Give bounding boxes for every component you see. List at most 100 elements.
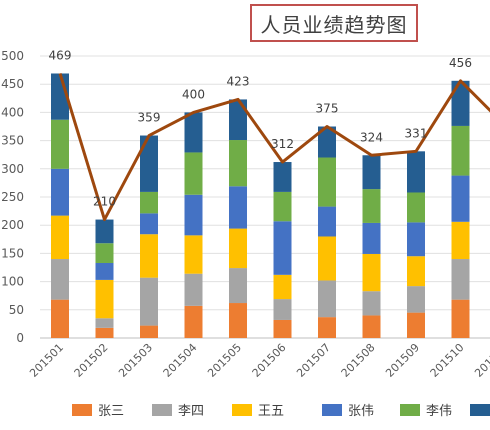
bar-segment	[140, 135, 158, 192]
bar-segment	[407, 312, 425, 338]
bar-segment	[140, 213, 158, 235]
bar-segment	[362, 222, 381, 254]
bar-segment	[95, 279, 114, 319]
y-tick-label: 150	[1, 246, 24, 260]
bar-segment	[95, 262, 114, 280]
data-label: 359	[138, 111, 161, 125]
bar-segment	[184, 152, 203, 195]
data-label: 469	[49, 48, 72, 62]
x-tick-label: 201507	[294, 341, 333, 380]
bar-segment	[273, 221, 292, 275]
bar-segment	[451, 299, 470, 338]
bar-segment	[407, 286, 425, 313]
bar-segment	[451, 259, 470, 300]
legend-swatch	[232, 404, 252, 416]
x-tick-label: 201506	[250, 341, 289, 380]
bar-segment	[51, 299, 69, 338]
bar-segment	[273, 191, 292, 222]
bar-segment	[273, 299, 292, 320]
y-tick-label: 250	[1, 190, 24, 204]
bar-segment	[318, 206, 336, 237]
legend-swatch	[72, 404, 92, 416]
data-label: 375	[316, 102, 339, 116]
bar-segment	[407, 222, 425, 257]
bar-segment	[318, 126, 336, 158]
legend-label: 张三	[98, 404, 124, 419]
bar-segment	[95, 327, 114, 338]
bar-segment	[229, 303, 247, 338]
legend-label: 张伟	[348, 404, 374, 419]
bar-segment	[184, 273, 203, 306]
bar-segment	[273, 319, 292, 338]
bar-segment	[362, 253, 381, 292]
data-label: 324	[360, 130, 383, 144]
bar-segment	[229, 186, 247, 229]
bar-segment	[362, 155, 381, 190]
bar-segment	[273, 274, 292, 300]
bar-segment	[362, 291, 381, 316]
total-trend-line	[58, 73, 490, 222]
bar-segment	[362, 189, 381, 223]
bar-segment	[451, 175, 470, 222]
bar-segment	[95, 318, 114, 328]
data-label: 210	[93, 195, 116, 209]
x-tick-label: 201504	[161, 341, 200, 380]
data-label: 456	[449, 56, 472, 70]
bar-segment	[318, 317, 336, 338]
y-tick-label: 500	[1, 49, 24, 63]
bar-segment	[51, 259, 69, 300]
legend-swatch	[470, 404, 490, 416]
data-label: 312	[271, 137, 294, 151]
bar-segment	[229, 268, 247, 304]
bar-segment	[318, 280, 336, 318]
legend-swatch	[400, 404, 420, 416]
bar-segment	[229, 99, 247, 141]
legend-label: 王五	[258, 404, 284, 419]
y-tick-label: 300	[1, 162, 24, 176]
bar-segment	[451, 125, 470, 176]
bar-segment	[184, 305, 203, 338]
chart-title: 人员业绩趋势图	[250, 4, 418, 42]
bar-segment	[362, 315, 381, 338]
bar-segment	[140, 191, 158, 214]
x-tick-label: 201501	[27, 341, 66, 380]
bar-segment	[451, 80, 470, 126]
bar-segment	[140, 277, 158, 326]
legend-label: 李伟	[426, 404, 452, 419]
bar-segment	[407, 192, 425, 223]
bar-segment	[229, 228, 247, 269]
x-tick-label: 201502	[72, 341, 111, 380]
bar-segment	[184, 235, 203, 274]
bar-segment	[451, 221, 470, 260]
bar-segment	[140, 325, 158, 338]
x-tick-label: 201505	[205, 341, 244, 380]
x-tick-label: 201508	[339, 341, 378, 380]
data-label: 423	[227, 74, 250, 88]
bar-segment	[273, 162, 292, 192]
x-tick-label: 201511	[472, 341, 490, 380]
x-tick-label: 201503	[116, 341, 155, 380]
bar-segment	[51, 168, 69, 216]
bar-segment	[407, 256, 425, 287]
data-label: 400	[182, 87, 205, 101]
bar-segment	[229, 140, 247, 187]
y-tick-label: 100	[1, 275, 24, 289]
legend-label: 李四	[178, 404, 204, 419]
bar-segment	[51, 119, 69, 169]
data-label: 331	[405, 126, 428, 140]
y-tick-label: 450	[1, 77, 24, 91]
y-tick-label: 350	[1, 134, 24, 148]
bar-segment	[184, 194, 203, 236]
legend-swatch	[322, 404, 342, 416]
y-tick-label: 0	[16, 331, 24, 345]
bar-segment	[184, 112, 203, 153]
bar-segment	[95, 219, 114, 244]
bar-segment	[407, 151, 425, 193]
bar-segment	[95, 243, 114, 263]
y-tick-label: 200	[1, 218, 24, 232]
bar-segment	[318, 236, 336, 281]
y-tick-label: 400	[1, 105, 24, 119]
x-tick-label: 201510	[428, 341, 467, 380]
